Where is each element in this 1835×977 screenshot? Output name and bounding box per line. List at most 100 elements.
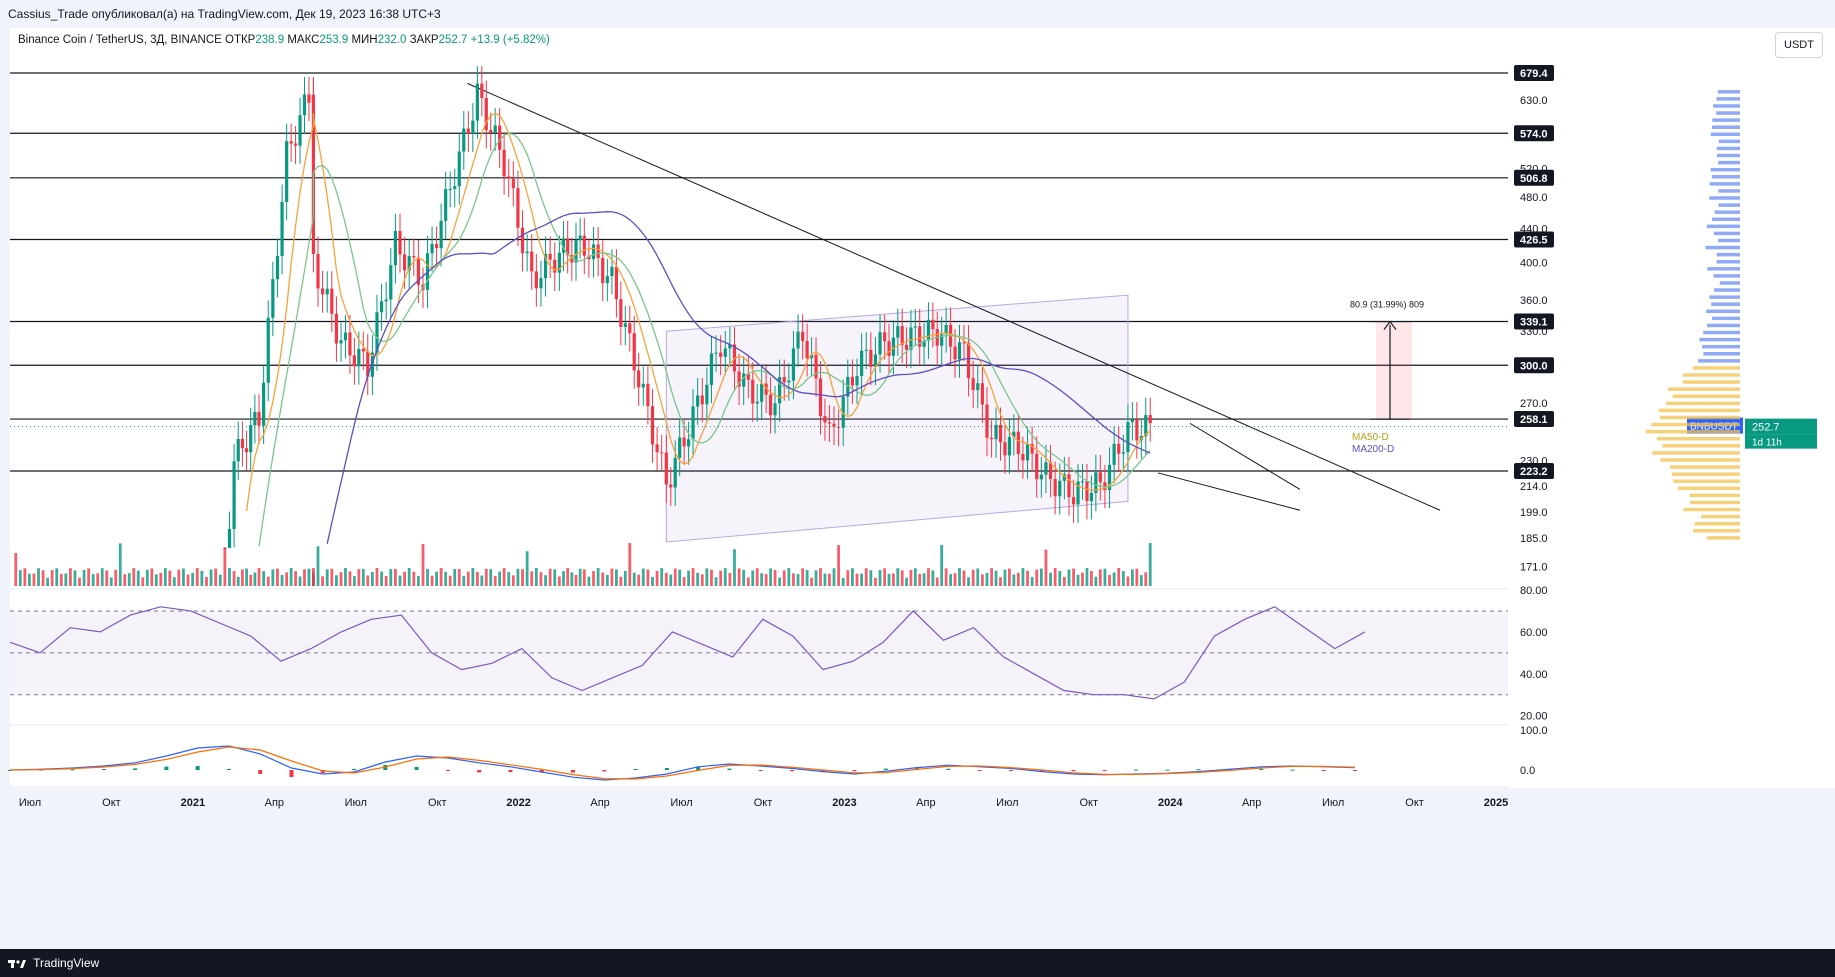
volume-bar <box>128 573 131 586</box>
volume-bar <box>228 568 231 586</box>
measure-box <box>1376 322 1412 420</box>
candle-body <box>583 236 586 256</box>
candle-body <box>521 228 524 253</box>
candle-body <box>691 406 694 439</box>
volume-bar <box>1077 575 1080 586</box>
volume-bar <box>692 568 695 586</box>
volume-bar <box>37 568 40 586</box>
volume-bar <box>380 572 383 586</box>
last-price-value: 252.7 <box>1752 422 1780 434</box>
volume-bar <box>462 576 465 586</box>
macd-histogram-bar <box>508 770 512 772</box>
volume-bar <box>592 571 595 586</box>
volume-bar <box>810 578 813 586</box>
price-tick-label: 171.0 <box>1520 561 1548 573</box>
volume-bar <box>141 577 144 586</box>
volume-bar <box>824 574 827 586</box>
candle-body <box>1122 452 1125 453</box>
volume-bar <box>182 568 185 586</box>
macd-histogram-bar <box>415 767 419 770</box>
candle-body <box>271 279 274 318</box>
candle-body <box>232 461 235 529</box>
volume-bar <box>787 568 790 586</box>
volume-profile-bar <box>1707 267 1740 271</box>
volume-bar <box>507 572 510 586</box>
volume-profile-bar <box>1652 451 1740 455</box>
macd-histogram-bar <box>133 768 137 770</box>
volume-bar <box>366 575 369 586</box>
volume-bar <box>399 576 402 586</box>
candle-body <box>257 412 260 426</box>
price-tick-label: 400.0 <box>1520 257 1548 269</box>
volume-bar <box>801 568 804 586</box>
time-tick-label: Окт <box>754 797 773 809</box>
volume-bar <box>51 570 54 586</box>
candle-body <box>1035 454 1038 480</box>
candle-body <box>403 254 406 270</box>
volume-bar <box>344 568 347 586</box>
volume-bar <box>981 574 984 586</box>
volume-bar <box>774 570 777 586</box>
macd-histogram-bar <box>978 770 982 771</box>
volume-profile-bar <box>1718 203 1740 207</box>
volume-bar <box>892 573 895 586</box>
volume-bar <box>303 569 306 586</box>
volume-bar <box>986 573 989 586</box>
volume-bar <box>972 570 975 586</box>
volume-bar <box>597 568 600 586</box>
candle-body <box>683 437 686 446</box>
candle-body <box>601 258 604 283</box>
candle-body <box>348 332 351 355</box>
volume-bar <box>588 577 591 586</box>
volume-bar <box>860 574 863 586</box>
volume-bar <box>276 569 279 586</box>
candle-body <box>953 347 956 360</box>
volume-bar <box>74 570 77 586</box>
candle-body <box>1044 462 1047 474</box>
candle-body <box>665 453 668 485</box>
rsi-axis-label: 80.00 <box>1520 585 1548 597</box>
volume-bar <box>110 577 113 586</box>
time-tick-label: 2023 <box>832 797 856 809</box>
volume-bar <box>792 573 795 586</box>
candle-body <box>1099 472 1102 482</box>
volume-bar <box>394 569 397 586</box>
chart-canvas[interactable]: 630.0520.0480.0440.0400.0360.0330.0270.0… <box>0 28 1835 949</box>
macd-histogram-bar <box>258 770 262 774</box>
candle-body <box>353 355 356 366</box>
volume-profile-bar <box>1714 288 1740 292</box>
candle-body <box>539 278 542 288</box>
macd-histogram-bar <box>665 768 669 770</box>
volume-bar <box>923 573 926 586</box>
volume-bar <box>471 568 474 586</box>
currency-button[interactable]: USDT <box>1775 32 1823 58</box>
volume-bar <box>1012 574 1015 586</box>
time-tick-label: 2022 <box>506 797 530 809</box>
volume-bar <box>651 577 654 586</box>
volume-bar <box>187 575 190 586</box>
volume-bar <box>562 571 565 586</box>
volume-bar <box>521 569 524 586</box>
volume-bar <box>751 571 754 586</box>
volume-bar <box>665 573 668 586</box>
volume-bar <box>480 576 483 586</box>
macd-histogram-bar <box>1009 770 1013 771</box>
chart-container[interactable]: 630.0 520.0 480.0 440.0 400.0 360.0 330.0 270.0… <box>0 28 1835 949</box>
candle-body <box>462 129 465 152</box>
symbol-legend[interactable]: Binance Coin / TetherUS, 3Д, BINANCE ОТК… <box>18 34 550 46</box>
candle-body <box>228 529 231 548</box>
candle-body <box>326 289 329 295</box>
candle-body <box>1021 454 1024 460</box>
level-price-label: 426.5 <box>1520 234 1548 246</box>
volume-bar <box>1149 543 1152 586</box>
candle-body <box>724 348 727 356</box>
volume-bar <box>1117 568 1120 586</box>
volume-bar <box>967 577 970 586</box>
open-label: ОТКР <box>225 34 255 46</box>
volume-bar <box>526 551 529 586</box>
candle-body <box>1067 474 1070 497</box>
volume-bar <box>389 569 392 586</box>
volume-bar <box>837 545 840 586</box>
volume-bar <box>1127 577 1130 586</box>
candle-body <box>787 381 790 383</box>
